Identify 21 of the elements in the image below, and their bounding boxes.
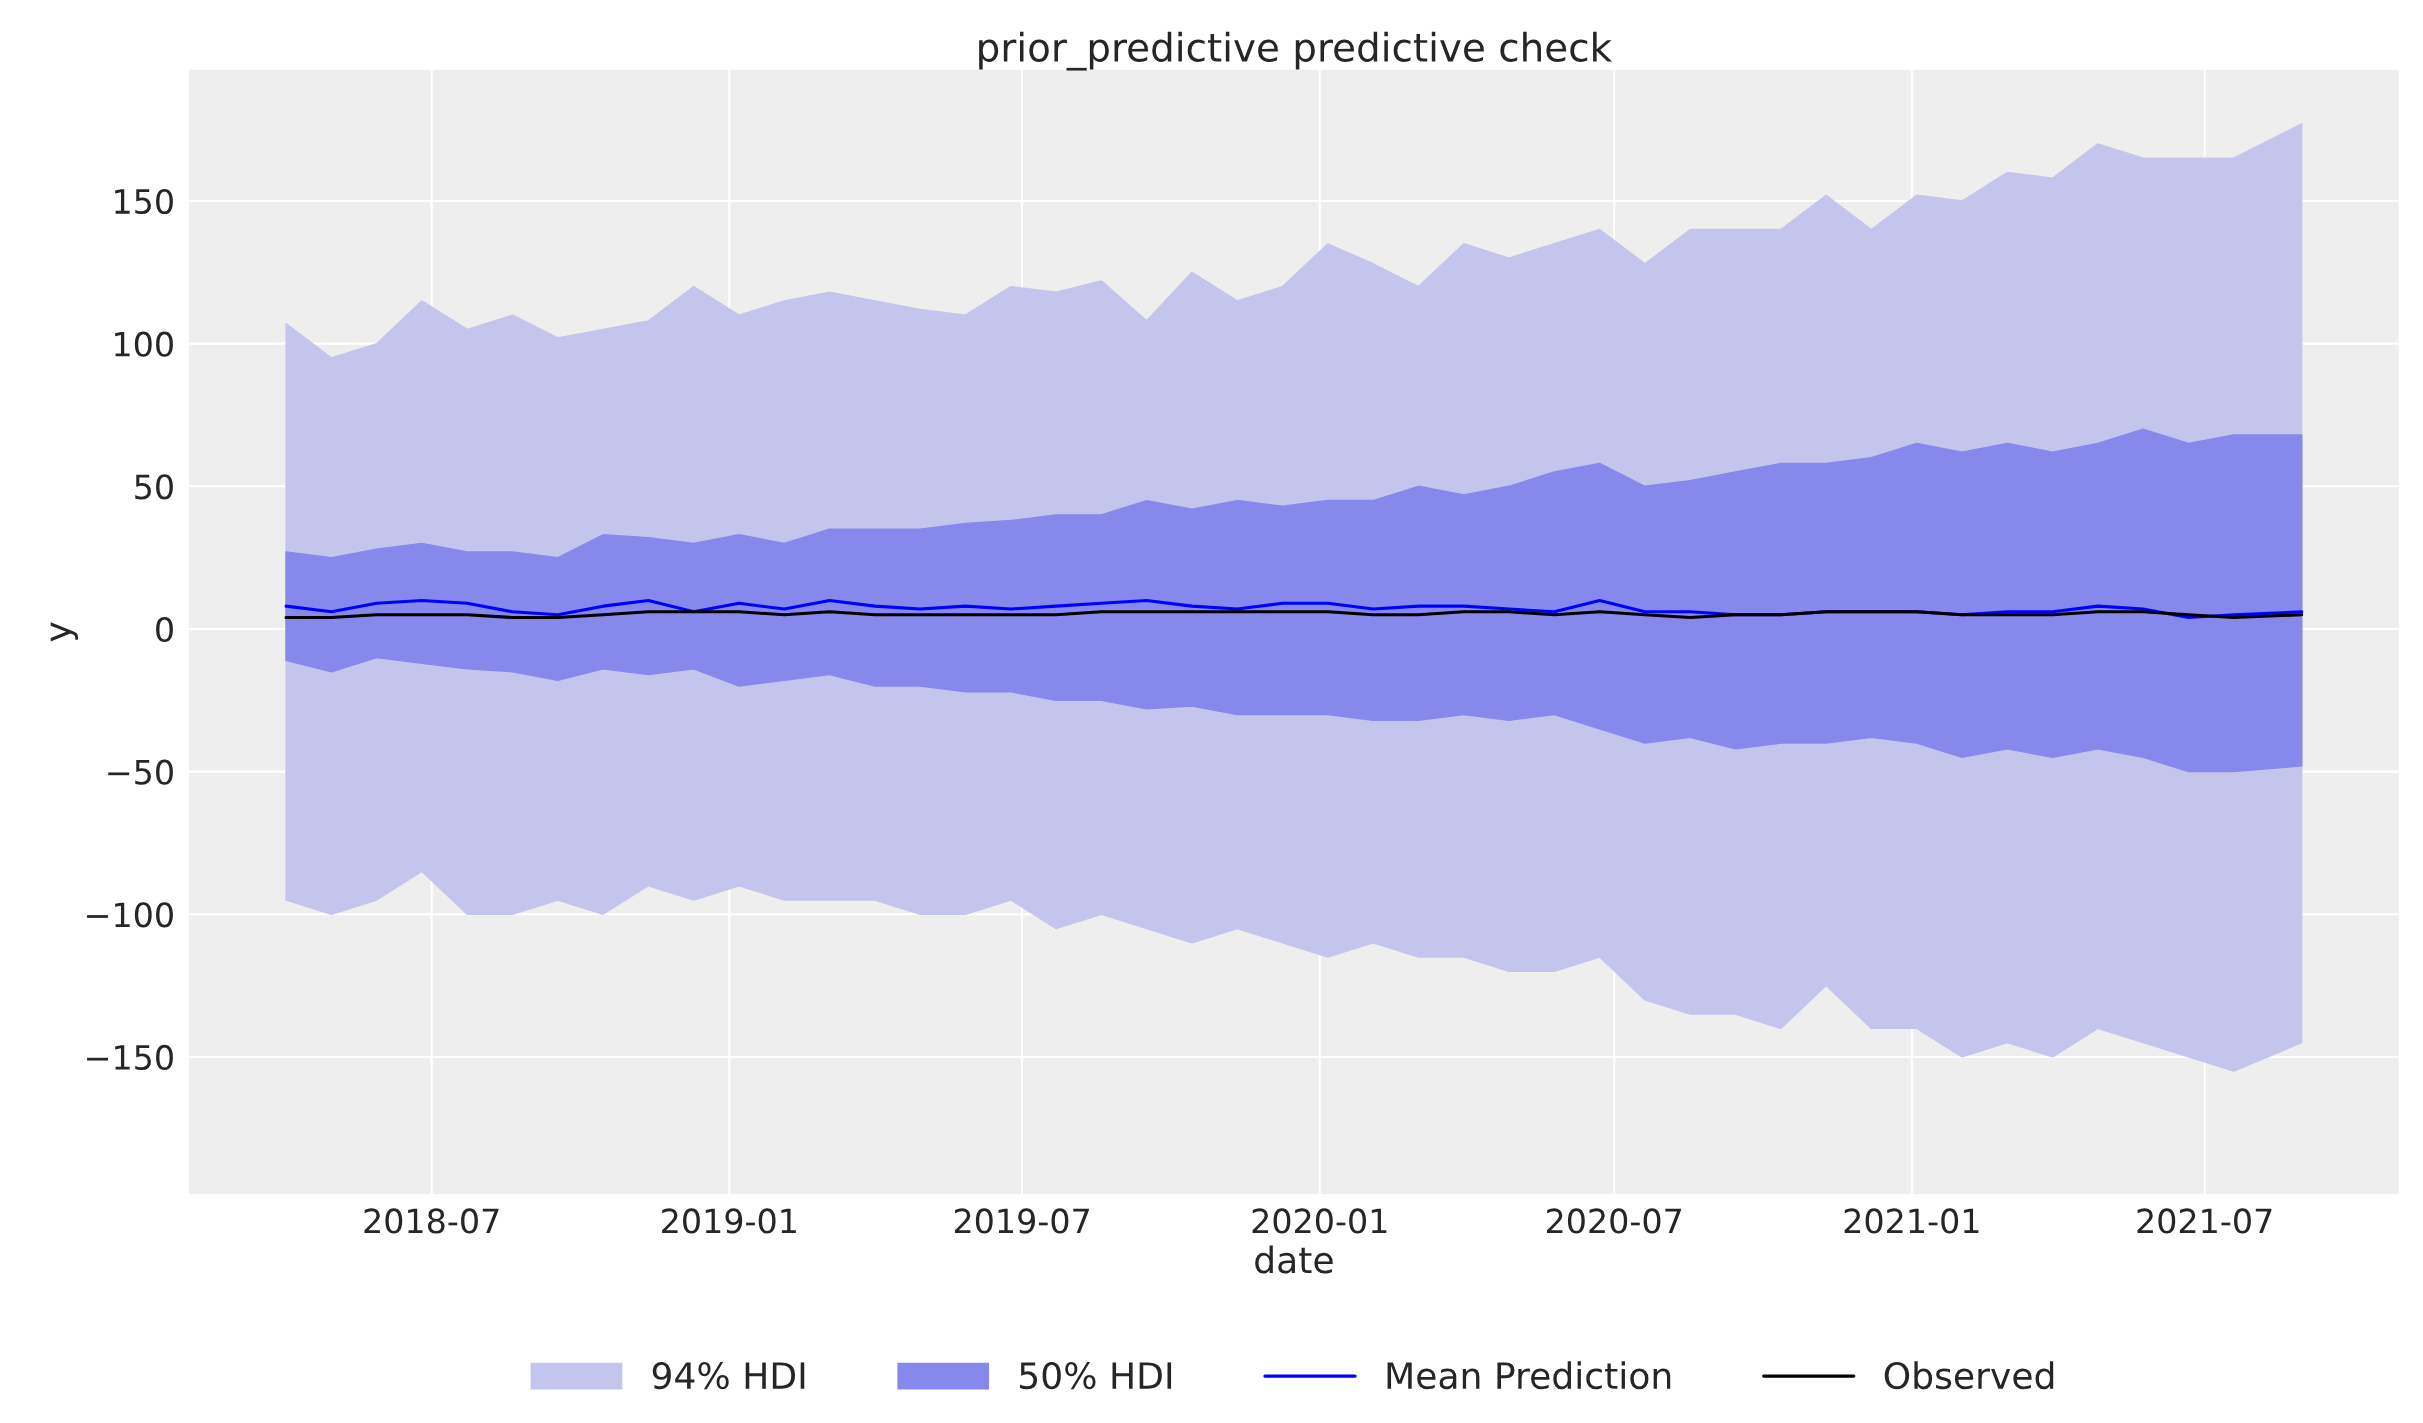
y-tick-label: 50: [135, 474, 173, 500]
y-tick-label: −150: [87, 1044, 173, 1071]
y-tick-label: −100: [87, 902, 173, 928]
y-axis-title: y: [50, 622, 78, 642]
x-tick-label: 2020-07: [1546, 1208, 1681, 1234]
y-tick-label: 150: [115, 188, 173, 215]
chart-title: prior_predictive predictive check: [979, 31, 1612, 71]
legend-label: Observed: [1884, 1361, 2054, 1390]
x-tick-label: 2021-01: [1844, 1208, 1979, 1234]
x-tick-label: 2019-01: [662, 1208, 796, 1234]
x-tick-label: 2021-07: [2137, 1208, 2272, 1234]
legend-label: 50% HDI: [1020, 1361, 1172, 1390]
legend-label: 94% HDI: [652, 1361, 805, 1390]
y-tick-label: 100: [115, 331, 173, 357]
legend-label: Mean Prediction: [1387, 1361, 1671, 1390]
x-tick-label: 2018-07: [364, 1208, 499, 1234]
x-tick-label: 2020-01: [1252, 1208, 1387, 1234]
y-tick-label: −50: [108, 759, 173, 785]
x-tick-label: 2019-07: [954, 1208, 1089, 1234]
x-axis-title: date: [1255, 1245, 1333, 1274]
y-tick-label: 0: [156, 616, 173, 643]
